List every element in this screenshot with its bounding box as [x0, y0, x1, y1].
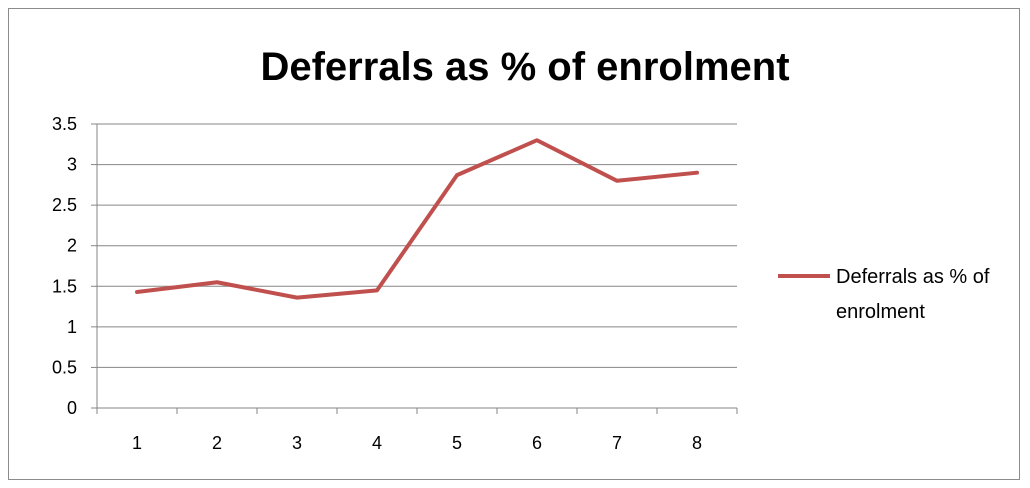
- x-axis-ticks: 1 2 3 4 5 6 7 8: [96, 408, 738, 453]
- data-point-0-4: [456, 174, 458, 176]
- y-axis-ticks: 0 0.5 1 1.5 2 2.5 3 3.5: [52, 114, 97, 418]
- data-point-0-7: [696, 172, 698, 174]
- data-point-0-0: [136, 291, 138, 293]
- series-group: [135, 138, 699, 300]
- y-tick-label-6: 3: [67, 155, 77, 175]
- gridlines: [97, 123, 737, 368]
- y-tick-label-2: 1: [67, 317, 77, 337]
- y-tick-label-5: 2.5: [52, 195, 77, 215]
- chart-area: [8, 8, 1020, 480]
- x-tick-label-0: 1: [132, 433, 142, 453]
- y-tick-label-7: 3.5: [52, 114, 77, 134]
- y-tick-label-0: 0: [67, 398, 77, 418]
- x-tick-label-7: 8: [692, 433, 702, 453]
- data-point-0-1: [216, 281, 218, 283]
- x-tick-label-5: 6: [532, 433, 542, 453]
- x-tick-label-4: 5: [452, 433, 462, 453]
- y-tick-label-3: 1.5: [52, 276, 77, 296]
- x-tick-label-2: 3: [292, 433, 302, 453]
- legend: Deferrals as % of enrolment: [778, 266, 990, 323]
- chart-title: Deferrals as % of enrolment: [260, 45, 789, 89]
- data-point-0-5: [536, 139, 538, 141]
- x-tick-label-1: 2: [212, 433, 222, 453]
- x-tick-label-6: 7: [612, 433, 622, 453]
- x-tick-label-3: 4: [372, 433, 382, 453]
- data-point-0-3: [376, 289, 378, 291]
- y-tick-label-4: 2: [67, 236, 77, 256]
- legend-label-line-1: Deferrals as % of: [836, 266, 990, 288]
- series-line-0: [135, 138, 699, 300]
- data-point-0-6: [616, 180, 618, 182]
- y-tick-label-1: 0.5: [52, 357, 77, 377]
- legend-label-line-2: enrolment: [836, 301, 925, 323]
- axes: [96, 124, 737, 409]
- data-point-0-2: [296, 297, 298, 299]
